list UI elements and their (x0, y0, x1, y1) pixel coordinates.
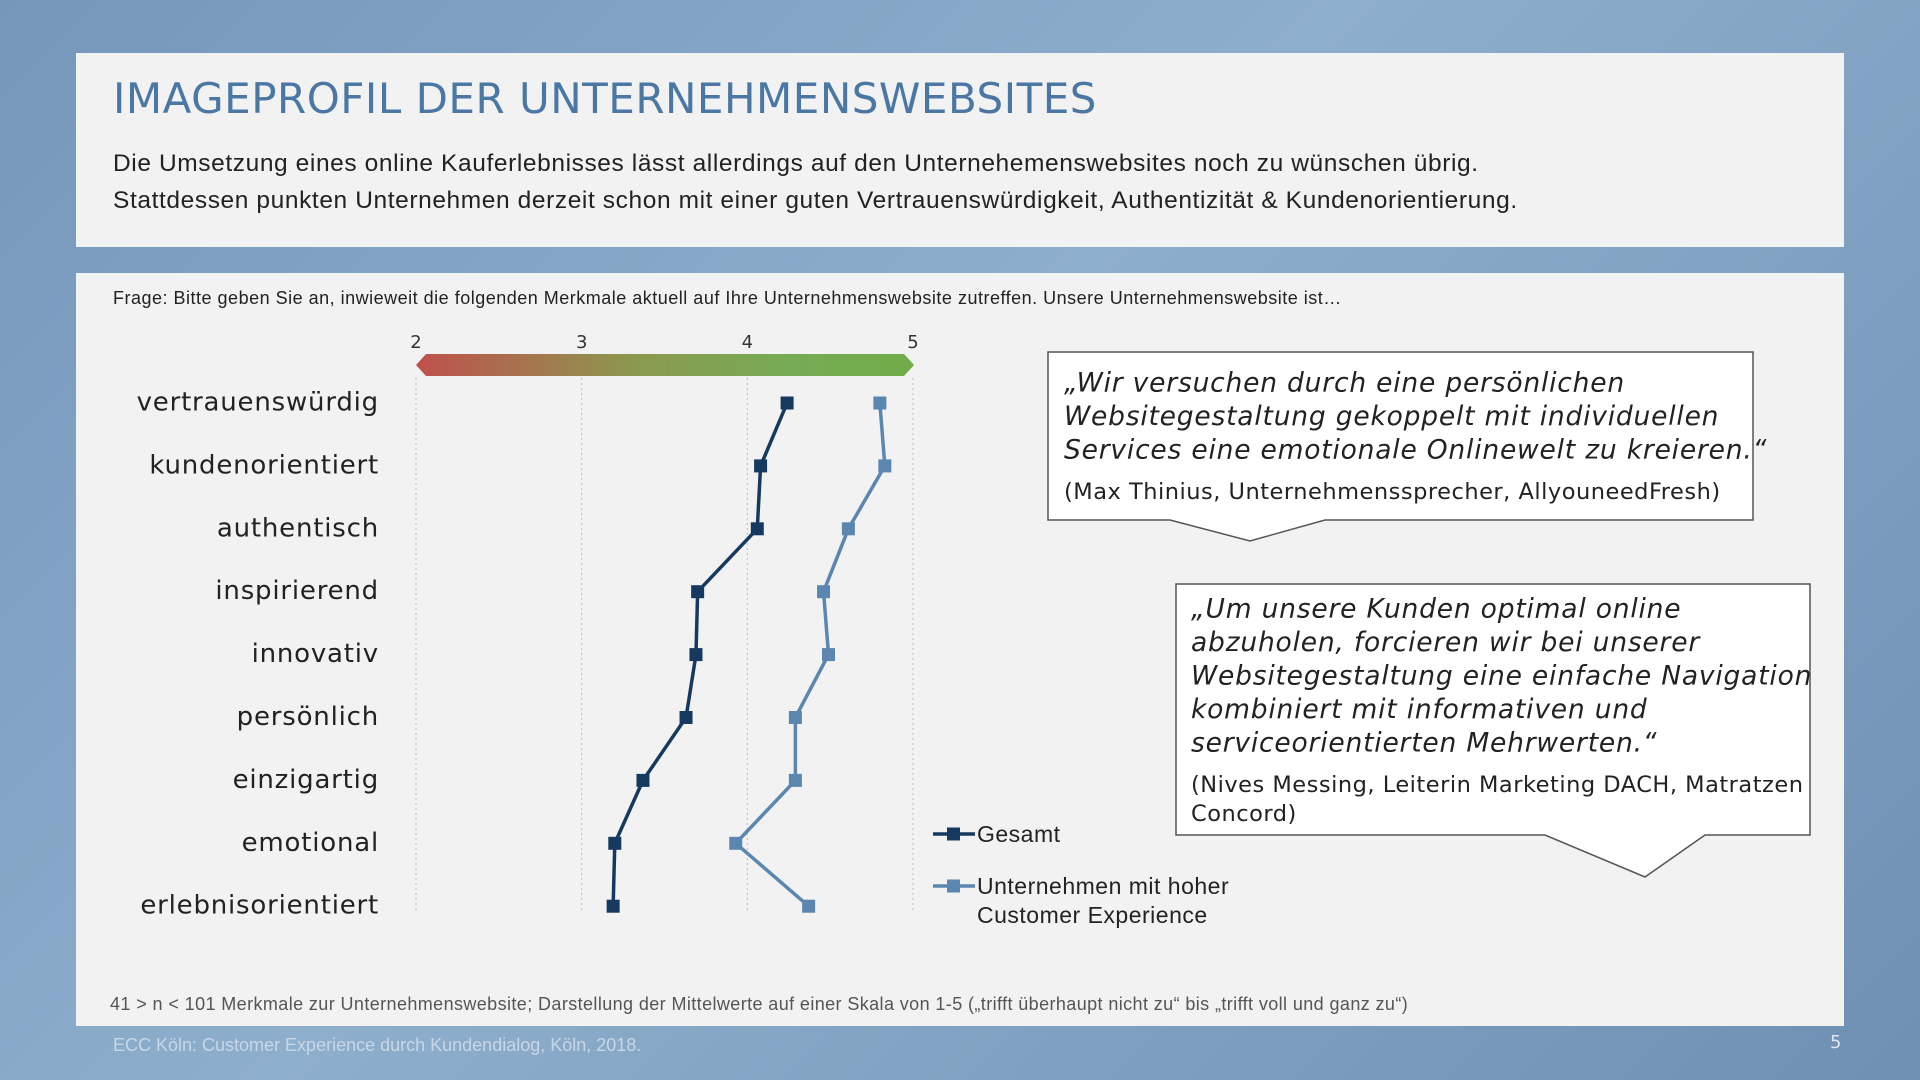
quote-source: (Max Thinius, Unternehmenssprecher, Ally… (1064, 479, 1721, 505)
x-tick-label: 3 (576, 332, 587, 353)
point (750, 522, 764, 536)
quote-source: Concord) (1191, 801, 1297, 827)
point (788, 711, 802, 724)
quote-box (1047, 351, 1754, 542)
point (780, 396, 794, 410)
quote-line: Services eine emotionale Onlinewelt zu k… (1064, 435, 1767, 466)
legend-marker (947, 827, 960, 841)
page-number: 5 (1830, 1032, 1842, 1053)
title: IMAGEPROFIL DER UNTERNEHMENSWEBSITES (113, 74, 1097, 123)
point (606, 899, 620, 913)
x-tick-label: 2 (410, 332, 421, 353)
point (788, 773, 802, 787)
y-tick-label: innovativ (252, 639, 379, 669)
point (822, 648, 836, 662)
legend-marker (947, 879, 960, 893)
point (729, 836, 743, 850)
point (754, 459, 768, 473)
subtitle-line: Stattdessen punkten Unternehmen derzeit … (113, 187, 1518, 214)
point (608, 836, 622, 850)
quote-box (1175, 583, 1811, 878)
y-tick-label: einzigartig (233, 765, 379, 795)
point (841, 522, 855, 536)
point (802, 899, 816, 913)
footnote: 41 > n < 101 Merkmale zur Unternehmenswe… (110, 994, 1409, 1014)
y-tick-label: authentisch (217, 513, 379, 543)
y-tick-label: persönlich (237, 702, 379, 732)
series-line (733, 402, 887, 908)
y-tick-label: vertrauenswürdig (137, 388, 379, 418)
quote-line: Websitegestaltung gekoppelt mit individu… (1064, 401, 1719, 432)
point (878, 459, 892, 473)
point (636, 773, 650, 787)
quote-line: serviceorientierten Mehrwerten.“ (1191, 728, 1657, 759)
legend-label: Unternehmen mit hoher Customer Experienc… (977, 873, 1230, 928)
header-box (76, 53, 1844, 247)
subtitle-line: Die Umsetzung eines online Kauferlebniss… (113, 150, 1479, 177)
quote-line: „Um unsere Kunden optimal online (1191, 594, 1681, 625)
quote-line: kombiniert mit informativen und (1191, 694, 1648, 725)
quote-line: „Wir versuchen durch eine persönlichen (1064, 368, 1625, 399)
y-tick-label: emotional (242, 828, 379, 858)
question: Frage: Bitte geben Sie an, inwieweit die… (113, 288, 1342, 308)
x-tick-label: 4 (742, 332, 753, 353)
point (817, 585, 831, 599)
x-tick-label: 5 (907, 332, 918, 353)
scale-bar (416, 354, 914, 376)
legend-label: Gesamt (977, 821, 1061, 847)
point (679, 711, 693, 724)
quote-source: (Nives Messing, Leiterin Marketing DACH,… (1191, 772, 1803, 798)
quote-line: abzuholen, forcieren wir bei unserer (1191, 627, 1701, 658)
source: ECC Köln: Customer Experience durch Kund… (113, 1035, 642, 1055)
quote-line: Websitegestaltung eine einfache Navigati… (1191, 661, 1812, 692)
y-tick-label: kundenorientiert (149, 450, 379, 480)
y-tick-label: erlebnisorientiert (140, 891, 379, 921)
point (691, 585, 705, 599)
point (873, 396, 887, 410)
point (689, 648, 703, 662)
y-tick-label: inspirierend (215, 576, 379, 606)
